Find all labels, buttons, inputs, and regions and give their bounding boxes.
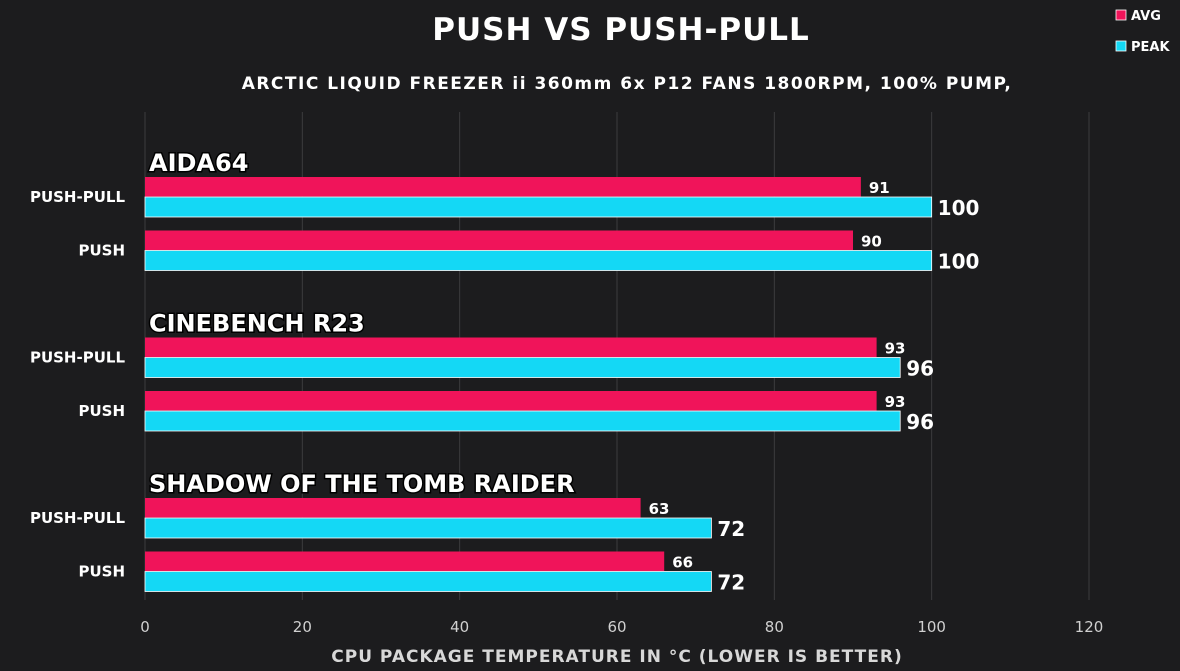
bar-avg bbox=[145, 230, 853, 250]
x-tick-label: 60 bbox=[607, 618, 626, 636]
legend-label: AVG bbox=[1131, 9, 1161, 24]
legend: AVG PEAK bbox=[1115, 9, 1170, 55]
avg-value-label: 90 bbox=[861, 233, 882, 251]
x-tick-label: 20 bbox=[293, 618, 312, 636]
peak-value-label: 72 bbox=[717, 517, 745, 541]
x-tick-label: 0 bbox=[140, 618, 150, 636]
row-label: PUSH bbox=[78, 563, 125, 581]
bar-avg bbox=[145, 498, 641, 518]
row-label: PUSH-PULL bbox=[30, 188, 125, 206]
x-axis-label: CPU PACKAGE TEMPERATURE IN °C (LOWER IS … bbox=[331, 647, 902, 667]
bar-avg bbox=[145, 177, 861, 197]
bar-avg bbox=[145, 391, 877, 411]
bars: AIDA64 PUSH-PULL 91 100 PUSH 90 100 CINEBENCH R… bbox=[30, 148, 980, 595]
avg-value-label: 63 bbox=[649, 500, 670, 518]
row-label: PUSH bbox=[78, 402, 125, 420]
avg-value-label: 66 bbox=[672, 554, 693, 572]
bar-peak bbox=[144, 196, 933, 218]
peak-value-label: 96 bbox=[906, 357, 934, 381]
legend-label: PEAK bbox=[1131, 40, 1170, 55]
bar-avg bbox=[145, 337, 877, 357]
group-label: SHADOW OF THE TOMB RAIDER bbox=[149, 470, 575, 498]
group-label: AIDA64 bbox=[149, 149, 248, 177]
x-tick-label: 40 bbox=[450, 618, 469, 636]
peak-value-label: 100 bbox=[938, 196, 980, 220]
avg-value-label: 93 bbox=[885, 340, 906, 358]
avg-value-label: 91 bbox=[869, 179, 890, 197]
row-label: PUSH-PULL bbox=[30, 349, 125, 367]
chart-subtitle: ARCTIC LIQUID FREEZER ii 360mm 6x P12 FA… bbox=[242, 74, 1013, 94]
legend-swatch bbox=[1115, 40, 1127, 52]
bar-peak bbox=[144, 410, 901, 432]
peak-value-label: 100 bbox=[938, 250, 980, 274]
peak-value-label: 72 bbox=[717, 571, 745, 595]
bar-avg bbox=[145, 551, 665, 571]
x-axis-ticks: 0 20 40 60 80 100 120 bbox=[140, 618, 1103, 636]
x-tick-label: 80 bbox=[765, 618, 784, 636]
bar-peak bbox=[144, 571, 712, 592]
row-label: PUSH bbox=[78, 242, 125, 260]
bar-peak bbox=[144, 357, 901, 378]
bar-peak bbox=[144, 250, 933, 271]
avg-value-label: 93 bbox=[885, 393, 906, 411]
x-tick-label: 120 bbox=[1075, 618, 1104, 636]
legend-swatch bbox=[1115, 9, 1127, 21]
x-tick-label: 100 bbox=[917, 618, 946, 636]
group-label: CINEBENCH R23 bbox=[149, 310, 365, 338]
row-label: PUSH-PULL bbox=[30, 509, 125, 527]
peak-value-label: 96 bbox=[906, 410, 934, 434]
chart-title: PUSH VS PUSH-PULL bbox=[432, 12, 810, 48]
bar-peak bbox=[144, 517, 712, 539]
